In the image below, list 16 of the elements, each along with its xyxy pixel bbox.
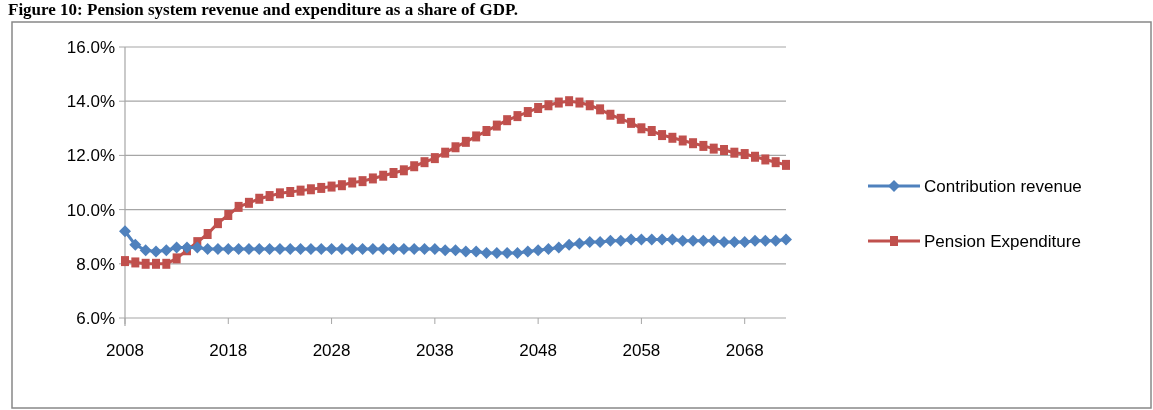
y-tick-label: 6.0% (76, 308, 115, 328)
y-tick-label: 12.0% (66, 146, 115, 166)
x-tick-label: 2048 (519, 341, 558, 360)
y-tick-label: 16.0% (66, 37, 115, 57)
legend-label: Contribution revenue (924, 176, 1082, 196)
x-tick-label: 2058 (622, 341, 661, 360)
x-tick-label: 2018 (209, 341, 248, 360)
chart-title: Figure 10: Pension system revenue and expenditure as a share of GDP. (8, 0, 519, 19)
y-tick-label: 10.0% (66, 200, 115, 220)
x-tick-label: 2068 (725, 341, 764, 360)
legend-label: Pension Expenditure (924, 231, 1081, 251)
x-tick-label: 2008 (106, 341, 144, 360)
x-tick-label: 2028 (312, 341, 351, 360)
y-tick-label: 14.0% (66, 92, 115, 112)
y-tick-label: 8.0% (76, 254, 115, 274)
x-tick-label: 2038 (415, 341, 454, 360)
